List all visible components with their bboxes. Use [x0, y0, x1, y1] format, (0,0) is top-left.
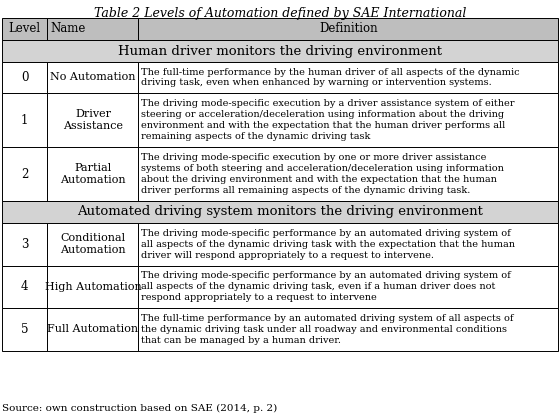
Text: Driver
Assistance: Driver Assistance [63, 109, 123, 131]
Bar [138, 223, 558, 266]
Bar [2, 266, 48, 308]
Bar [48, 147, 138, 201]
Text: The full-time performance by the human driver of all aspects of the dynamic
driv: The full-time performance by the human d… [142, 68, 520, 88]
Text: 5: 5 [21, 323, 29, 336]
Text: 4: 4 [21, 280, 29, 293]
Text: The driving mode-specific execution by a driver assistance system of either
stee: The driving mode-specific execution by a… [142, 99, 515, 141]
Text: Definition: Definition [319, 22, 377, 36]
Text: Human driver monitors the driving environment: Human driver monitors the driving enviro… [118, 44, 442, 58]
Text: The driving mode-specific performance by an automated driving system of
all aspe: The driving mode-specific performance by… [142, 229, 515, 259]
Bar [138, 93, 558, 147]
Bar [2, 18, 48, 40]
Text: The full-time performance by an automated driving system of all aspects of
the d: The full-time performance by an automate… [142, 314, 514, 344]
Text: 0: 0 [21, 71, 29, 84]
Text: 3: 3 [21, 238, 29, 251]
Bar [138, 18, 558, 40]
Bar [2, 201, 558, 223]
Bar [48, 93, 138, 147]
Text: The driving mode-specific execution by one or more driver assistance
systems of : The driving mode-specific execution by o… [142, 154, 505, 195]
Text: High Automation: High Automation [45, 282, 141, 292]
Text: No Automation: No Automation [50, 73, 136, 83]
Text: Source: own construction based on SAE (2014, p. 2): Source: own construction based on SAE (2… [2, 404, 277, 413]
Bar [2, 93, 48, 147]
Text: Full Automation: Full Automation [48, 324, 138, 334]
Text: The driving mode-specific performance by an automated driving system of
all aspe: The driving mode-specific performance by… [142, 271, 511, 302]
Text: Partial
Automation: Partial Automation [60, 163, 126, 185]
Bar [2, 223, 48, 266]
Text: Level: Level [9, 22, 41, 36]
Bar [2, 147, 48, 201]
Bar [138, 147, 558, 201]
Bar [48, 308, 138, 351]
Bar [2, 62, 48, 93]
Text: 1: 1 [21, 113, 29, 127]
Text: Conditional
Automation: Conditional Automation [60, 233, 126, 255]
Bar [138, 62, 558, 93]
Bar [48, 223, 138, 266]
Bar [2, 40, 558, 62]
Text: Name: Name [50, 22, 86, 36]
Bar [48, 62, 138, 93]
Bar [48, 266, 138, 308]
Bar [48, 18, 138, 40]
Text: Table 2 Levels of Automation defined by SAE International: Table 2 Levels of Automation defined by … [94, 7, 466, 20]
Bar [138, 308, 558, 351]
Text: Automated driving system monitors the driving environment: Automated driving system monitors the dr… [77, 205, 483, 219]
Text: 2: 2 [21, 168, 29, 181]
Bar [2, 308, 48, 351]
Bar [138, 266, 558, 308]
